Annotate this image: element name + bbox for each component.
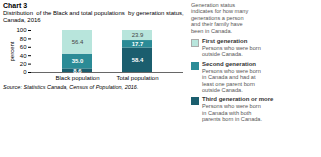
svg-text:23.9: 23.9 bbox=[132, 32, 144, 38]
svg-text:8.6: 8.6 bbox=[73, 67, 82, 73]
html-text:Distribution of the Black and: Distribution of the Black and total popu… bbox=[3, 10, 186, 23]
svg-text:Black population: Black population bbox=[55, 75, 99, 81]
html-text:Persons who were born in Canad: Persons who were born in Canada and had … bbox=[202, 67, 261, 93]
svg-text:Total population: Total population bbox=[116, 75, 158, 81]
svg-text:40: 40 bbox=[20, 52, 27, 58]
html-text:First generation: First generation bbox=[202, 38, 248, 45]
svg-text:35.0: 35.0 bbox=[72, 58, 84, 64]
svg-text:20: 20 bbox=[20, 61, 27, 67]
html-text:Persons who were born outside: Persons who were born outside Canada. bbox=[202, 45, 261, 58]
html-text:Persons who were born in Canad: Persons who were born in Canada with bot… bbox=[202, 103, 262, 123]
svg-text:56.4: 56.4 bbox=[72, 39, 84, 45]
svg-text:60: 60 bbox=[20, 44, 27, 50]
html-text:Third generation or more: Third generation or more bbox=[202, 96, 274, 103]
svg-text:17.7: 17.7 bbox=[132, 41, 144, 47]
svg-text:80: 80 bbox=[20, 36, 27, 42]
html-text:Chart 3: Chart 3 bbox=[3, 2, 28, 9]
html-text:Generation status indicates fo: Generation status indicates for how many… bbox=[191, 2, 249, 34]
html-text:Second generation: Second generation bbox=[202, 60, 256, 67]
svg-text:58.4: 58.4 bbox=[132, 57, 144, 63]
html-text:Source: Statistics Canada, Cen: Source: Statistics Canada, Census of Pop… bbox=[3, 83, 139, 90]
svg-text:0: 0 bbox=[23, 69, 27, 75]
svg-text:100: 100 bbox=[16, 27, 27, 33]
svg-text:percent: percent bbox=[9, 41, 15, 61]
